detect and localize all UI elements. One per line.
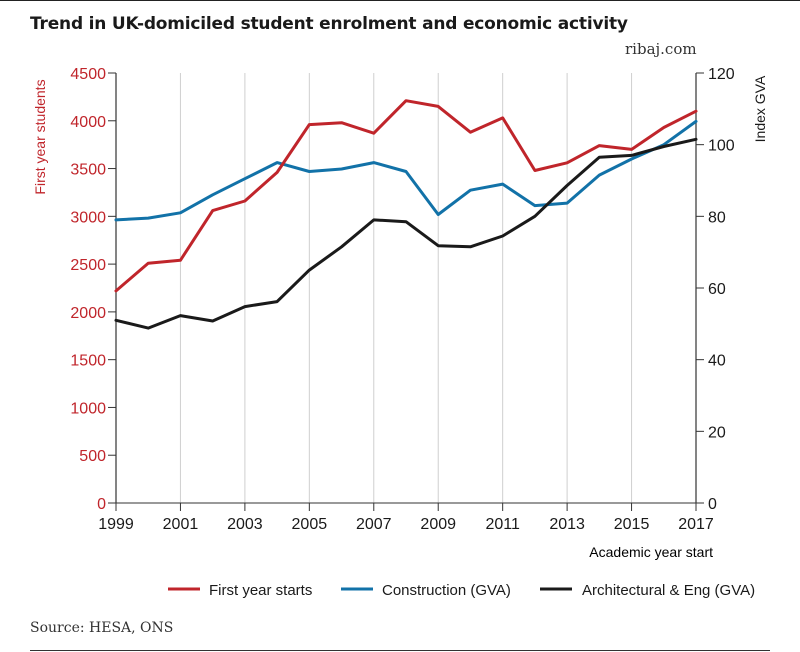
top-rule [0, 0, 800, 1]
x-tick-label: 2003 [227, 516, 263, 533]
series-line-1 [114, 99, 698, 293]
brand-label: ribaj.com [625, 40, 697, 58]
series-lines [114, 99, 698, 330]
chart-title: Trend in UK-domiciled student enrolment … [30, 14, 628, 34]
x-axis-title: Academic year start [589, 544, 713, 560]
legend-label: Architectural & Eng (GVA) [582, 582, 755, 599]
left-tick-label: 2000 [70, 305, 106, 322]
left-tick-label: 1000 [70, 400, 106, 417]
x-tick-label: 2005 [292, 516, 328, 533]
left-tick-label: 500 [79, 448, 106, 465]
right-tick-label: 0 [708, 496, 717, 513]
left-tick-label: 2500 [70, 257, 106, 274]
right-tick-label: 80 [708, 209, 726, 226]
left-tick-label: 1500 [70, 353, 106, 370]
left-tick-label: 0 [97, 496, 106, 513]
legend-label: Construction (GVA) [382, 582, 511, 599]
right-tick-label: 120 [708, 66, 735, 83]
right-tick-label: 60 [708, 281, 726, 298]
x-tick-label: 2013 [549, 516, 585, 533]
x-tick-label: 2009 [420, 516, 456, 533]
bottom-rule [30, 650, 770, 651]
left-axis-title: First year students [32, 79, 48, 194]
source-note: Source: HESA, ONS [30, 620, 174, 636]
x-tick-label: 2007 [356, 516, 392, 533]
right-axis-ticks: 0 20 40 60 80 100 120 [696, 66, 735, 513]
left-tick-label: 4000 [70, 114, 106, 131]
legend: First year starts Construction (GVA) Archi… [168, 582, 755, 599]
x-axis-ticks: 1999 2001 2003 2005 2007 2009 2011 2013 2015 2017 [98, 503, 714, 533]
grid-lines [115, 73, 697, 504]
right-tick-label: 20 [708, 424, 726, 441]
x-tick-label: 2017 [678, 516, 714, 533]
right-tick-label: 100 [708, 138, 735, 155]
series-line-2 [114, 119, 698, 222]
series-line-3 [114, 137, 698, 330]
left-axis-ticks: 0 500 1000 1500 2000 2500 3000 3500 4000 4500 [70, 66, 116, 513]
right-tick-label: 40 [708, 353, 726, 370]
x-tick-label: 2015 [614, 516, 650, 533]
x-tick-label: 2001 [163, 516, 199, 533]
legend-label: First year starts [209, 582, 312, 599]
left-tick-label: 3000 [70, 209, 106, 226]
left-tick-label: 4500 [70, 66, 106, 83]
x-tick-label: 2011 [485, 516, 520, 533]
x-tick-label: 1999 [98, 516, 134, 533]
right-axis-title: Index GVA [752, 75, 768, 142]
left-tick-label: 3500 [70, 162, 106, 179]
